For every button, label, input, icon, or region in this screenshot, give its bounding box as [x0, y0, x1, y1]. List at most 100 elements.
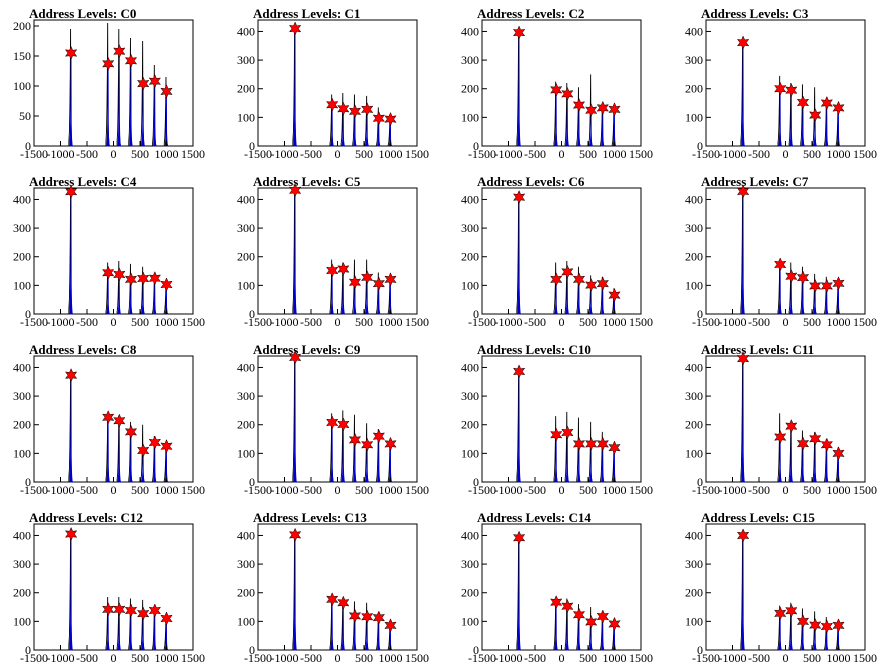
peak-star-marker: [361, 270, 374, 285]
peak-star-marker: [326, 97, 339, 112]
peak-star-marker: [64, 526, 78, 542]
x-tick-label: 500: [803, 315, 821, 329]
y-tick-label: 100: [685, 614, 703, 628]
y-tick-label: 300: [685, 389, 703, 403]
x-tick-label: -1000: [495, 315, 523, 329]
x-tick-label: 0: [335, 651, 341, 665]
histogram-panel: Address Levels: C4 0 100 200 300 400 -1500-100…: [13, 174, 205, 329]
peak-star-marker: [796, 436, 810, 451]
y-tick-label: 200: [237, 82, 255, 96]
x-tick-label: 500: [579, 315, 597, 329]
x-tick-label: -1000: [719, 651, 747, 665]
peak-star-marker: [736, 184, 750, 199]
plot-frame: [705, 523, 866, 651]
peak-star-marker: [348, 275, 362, 290]
x-tick-label: 1500: [181, 651, 205, 665]
histogram-panel: Address Levels: C15 0 100 200 300 400 -1500-10…: [685, 510, 877, 665]
y-tick-label: 0: [25, 475, 31, 489]
histogram-panel: Address Levels: C11 0 100 200 300 400 -1500-10…: [685, 342, 877, 497]
peak-star-marker: [326, 263, 339, 278]
x-tick-label: -1000: [47, 315, 75, 329]
y-tick-label: 300: [237, 221, 255, 235]
y-tick-label: 200: [685, 586, 703, 600]
peak-star-marker: [820, 278, 834, 294]
y-tick-label: 300: [237, 557, 255, 571]
y-tick-label: 200: [461, 418, 479, 432]
peak-star-marker: [561, 86, 574, 102]
x-tick-label: 1000: [603, 315, 627, 329]
y-tick-label: 100: [237, 278, 255, 292]
x-tick-label: -1000: [495, 651, 523, 665]
peak-star-marker: [148, 74, 162, 89]
plot-frame: [257, 187, 418, 315]
peak-star-marker: [550, 427, 563, 442]
y-tick-label: 300: [461, 557, 479, 571]
x-tick-label: 500: [131, 483, 149, 497]
peak-star-marker: [113, 602, 126, 617]
x-tick-label: -1500: [468, 651, 496, 665]
peak-star-marker: [361, 609, 374, 624]
peak-star-marker: [736, 351, 750, 366]
peak-star-marker: [102, 265, 115, 280]
x-tick-label: 1000: [379, 315, 403, 329]
x-tick-label: -1500: [20, 315, 48, 329]
peak-star-marker: [137, 606, 150, 621]
panel-title: Address Levels: C6: [477, 174, 585, 189]
peak-star-marker: [102, 56, 115, 71]
peak-star-marker: [785, 603, 798, 618]
x-tick-label: 1500: [629, 147, 653, 161]
x-tick-label: -500: [300, 483, 322, 497]
peak-star-marker: [585, 277, 598, 293]
y-tick-label: 300: [13, 557, 31, 571]
peak-star-marker: [124, 53, 138, 68]
peak-star-marker: [148, 435, 162, 450]
y-tick-label: 200: [461, 82, 479, 96]
peak-star-marker: [572, 607, 586, 622]
peak-star-marker: [561, 599, 574, 614]
peak-star-marker: [113, 413, 126, 428]
x-tick-label: -500: [524, 483, 546, 497]
plot-frame: [33, 523, 194, 651]
y-tick-label: 0: [473, 643, 479, 657]
x-tick-label: -500: [748, 483, 770, 497]
peak-star-marker: [774, 606, 787, 621]
peak-star-marker: [348, 104, 362, 119]
y-tick-label: 200: [13, 418, 31, 432]
peak-star-marker: [832, 618, 845, 633]
peak-star-marker: [736, 35, 750, 50]
y-tick-label: 200: [461, 250, 479, 264]
x-tick-label: 0: [111, 147, 117, 161]
peak-star-marker: [572, 97, 586, 113]
peak-star-marker: [796, 270, 810, 285]
y-tick-label: 150: [13, 49, 31, 63]
peak-star-marker: [102, 410, 115, 425]
peak-star-marker: [64, 45, 78, 61]
y-tick-label: 400: [461, 24, 479, 38]
y-tick-label: 300: [685, 53, 703, 67]
peak-star-marker: [820, 437, 834, 452]
y-tick-label: 300: [685, 221, 703, 235]
peak-star-marker: [160, 439, 173, 454]
peak-star-marker: [337, 101, 350, 116]
y-tick-label: 0: [249, 139, 255, 153]
plot-frame: [481, 19, 642, 147]
peak-star-marker: [337, 261, 350, 277]
y-tick-label: 400: [237, 360, 255, 374]
x-tick-label: 1500: [629, 651, 653, 665]
y-tick-label: 400: [237, 192, 255, 206]
x-tick-label: 500: [355, 483, 373, 497]
histogram-panel: Address Levels: C3 0 100 200 300 400 -1500-100…: [685, 6, 877, 161]
y-tick-label: 200: [237, 250, 255, 264]
panel-title: Address Levels: C5: [253, 174, 361, 189]
peak-star-marker: [372, 111, 386, 126]
y-tick-label: 300: [685, 557, 703, 571]
x-tick-label: 1500: [853, 651, 877, 665]
peak-star-marker: [361, 102, 374, 117]
peak-star-marker: [160, 611, 173, 626]
peak-star-marker: [608, 102, 621, 117]
plot-frame: [33, 355, 194, 483]
x-tick-label: -1500: [20, 147, 48, 161]
y-tick-label: 100: [13, 278, 31, 292]
histogram-panel: Address Levels: C9 0 100 200 300 400 -1500-100…: [237, 342, 429, 497]
x-tick-label: 1000: [827, 147, 851, 161]
